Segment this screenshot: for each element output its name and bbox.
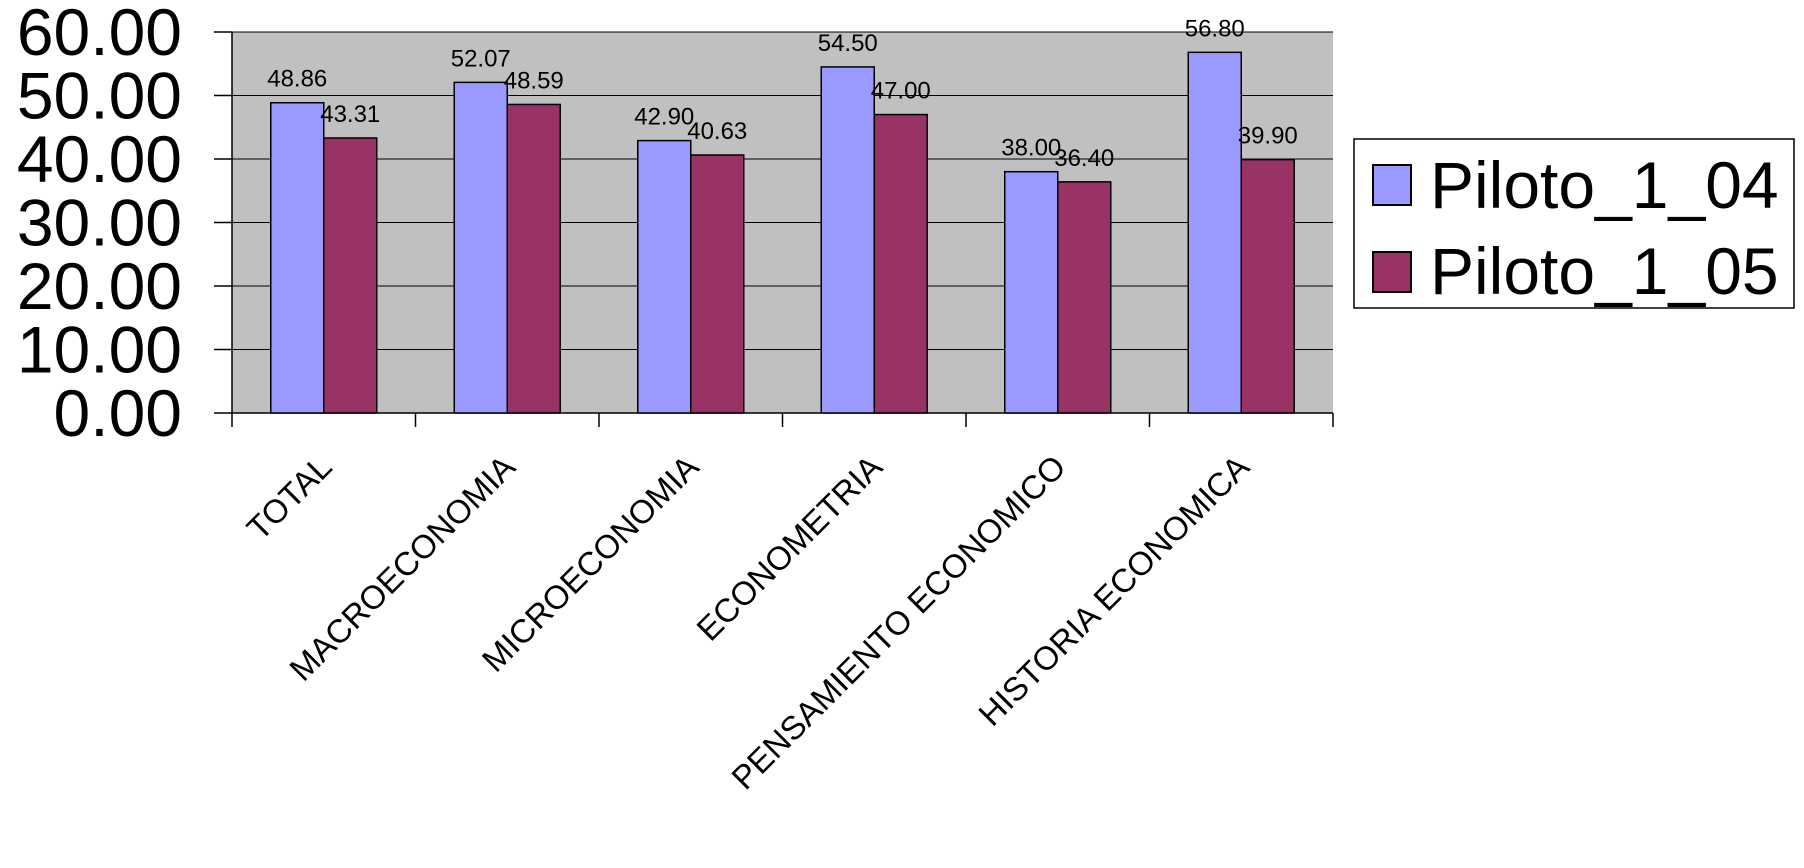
legend-swatch-piloto-1-05 xyxy=(1372,251,1412,293)
y-tick-label: 10.00 xyxy=(17,313,182,387)
data-label-piloto-1-04-econometria: 54.50 xyxy=(818,30,878,57)
data-label-piloto-1-04-total: 48.86 xyxy=(267,66,327,93)
bar-piloto-1-04-microeconomia xyxy=(637,139,692,414)
data-label-piloto-1-04-pensamiento-economico: 38.00 xyxy=(1001,135,1061,162)
bar-piloto-1-05-econometria xyxy=(873,113,928,414)
bars xyxy=(270,51,1295,414)
data-label-piloto-1-05-econometria: 47.00 xyxy=(871,78,931,105)
data-labels: 48.86 52.07 42.90 54.50 38.00 56.80 43.31 48.59… xyxy=(267,15,1298,172)
bar-piloto-1-05-microeconomia xyxy=(690,154,745,414)
legend-label-piloto-1-04: Piloto_1_04 xyxy=(1430,148,1779,222)
bar-piloto-1-05-pensamiento-economico xyxy=(1057,181,1112,414)
data-label-piloto-1-05-macroeconomia: 48.59 xyxy=(504,67,564,94)
data-label-piloto-1-05-pensamiento-economico: 36.40 xyxy=(1054,145,1114,172)
data-label-piloto-1-05-total: 43.31 xyxy=(320,101,380,128)
bar-piloto-1-05-total xyxy=(323,137,378,414)
y-tick-label: 0.00 xyxy=(54,376,182,450)
x-tick-label-total: TOTAL xyxy=(239,448,338,547)
bar-piloto-1-05-macroeconomia xyxy=(506,103,561,414)
y-tick-label: 20.00 xyxy=(17,249,182,323)
data-label-piloto-1-04-historia-economica: 56.80 xyxy=(1185,15,1245,42)
bar-piloto-1-04-macroeconomia xyxy=(453,81,508,414)
data-label-piloto-1-04-macroeconomia: 52.07 xyxy=(451,45,511,72)
data-label-piloto-1-05-historia-economica: 39.90 xyxy=(1238,123,1298,150)
y-tick-label: 50.00 xyxy=(17,59,182,133)
bar-piloto-1-04-econometria xyxy=(820,66,875,414)
legend-box xyxy=(1353,138,1795,309)
gridlines xyxy=(232,31,1333,350)
y-tick-label: 30.00 xyxy=(17,186,182,260)
legend-swatch-piloto-1-04 xyxy=(1372,164,1412,206)
data-label-piloto-1-05-microeconomia: 40.63 xyxy=(687,118,747,145)
x-axis: TOTALMACROECONOMIAMICROECONOMIAECONOMETR… xyxy=(231,412,1334,797)
bar-piloto-1-04-total xyxy=(270,101,325,414)
x-tick-label-econometria: ECONOMETRIA xyxy=(689,448,889,648)
y-tick-label: 40.00 xyxy=(17,122,182,196)
y-tick-label: 60.00 xyxy=(17,0,182,69)
legend-label-piloto-1-05: Piloto_1_05 xyxy=(1430,234,1779,308)
bar-piloto-1-05-historia-economica xyxy=(1240,158,1295,414)
bar-piloto-1-04-historia-economica xyxy=(1187,51,1242,414)
bar-piloto-1-04-pensamiento-economico xyxy=(1004,170,1059,414)
legend: Piloto_1_04 Piloto_1_05 xyxy=(1353,138,1795,309)
x-tick-label-pensamiento-economico: PENSAMIENTO ECONOMICO xyxy=(724,448,1073,797)
data-label-piloto-1-04-microeconomia: 42.90 xyxy=(634,104,694,131)
